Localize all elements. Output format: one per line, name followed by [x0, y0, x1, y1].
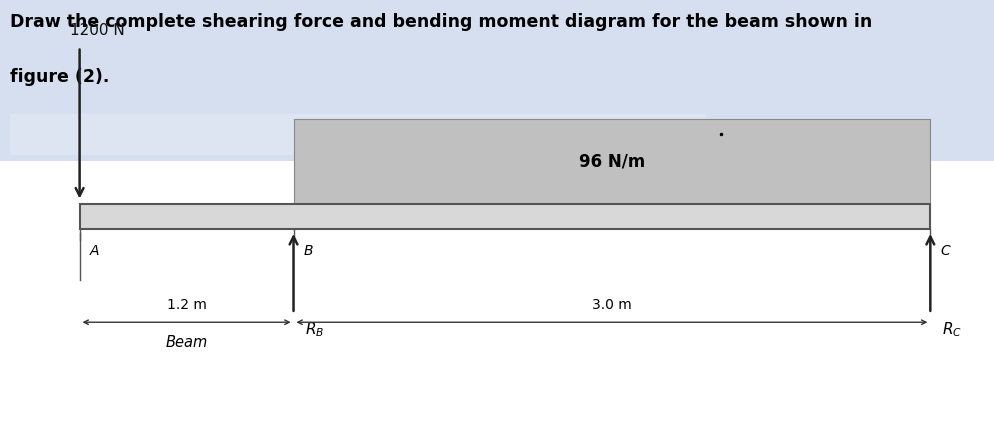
- Text: C: C: [939, 244, 949, 258]
- Bar: [293, 119, 929, 204]
- Text: A: A: [89, 244, 99, 258]
- Text: 1200 N: 1200 N: [70, 23, 124, 38]
- Text: 1.2 m: 1.2 m: [166, 298, 207, 312]
- Bar: [80, 204, 929, 229]
- Bar: [10, 114, 706, 155]
- Text: $R_C$: $R_C$: [941, 320, 961, 339]
- Text: 3.0 m: 3.0 m: [591, 298, 631, 312]
- Text: Draw the complete shearing force and bending moment diagram for the beam shown i: Draw the complete shearing force and ben…: [10, 13, 872, 31]
- Bar: [0, 0, 994, 161]
- Text: B: B: [303, 244, 313, 258]
- Bar: [0, 161, 994, 424]
- Text: Beam: Beam: [165, 335, 208, 350]
- Text: 96 N/m: 96 N/m: [579, 152, 644, 170]
- Text: figure (2).: figure (2).: [10, 68, 109, 86]
- Text: $R_B$: $R_B$: [305, 320, 324, 339]
